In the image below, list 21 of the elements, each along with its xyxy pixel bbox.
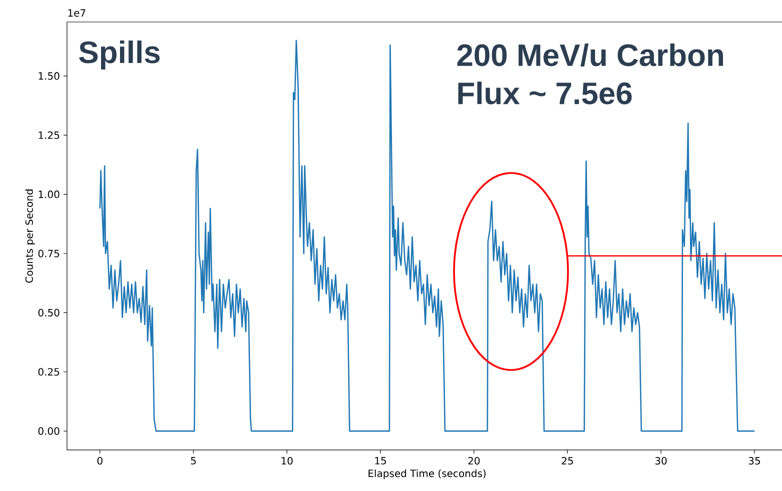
y-axis-title: Counts per Second [25, 190, 35, 283]
x-tick-label: 20 [468, 457, 480, 465]
y-tick-label: 1.00 [38, 190, 60, 198]
x-tick-label: 0 [97, 457, 102, 465]
annotation: 200 MeV/u Carbon [457, 43, 723, 67]
annotation: Spills [79, 40, 160, 70]
y-tick-label: 0.25 [38, 368, 60, 376]
x-tick-label: 10 [282, 457, 293, 465]
y-tick-label: 0.00 [38, 427, 60, 435]
y-tick-label: 1.25 [38, 131, 60, 139]
x-axis-title: Elapsed Time (seconds) [368, 469, 486, 480]
x-tick-label: 5 [191, 457, 196, 464]
y-tick-label: 0.75 [38, 250, 60, 258]
annotation: Flux ~ 7.5e6 [458, 82, 632, 104]
x-tick-label: 25 [562, 457, 573, 465]
x-tick-label: 15 [375, 457, 386, 464]
y-tick-label: 1.50 [38, 72, 60, 80]
x-tick-label: 35 [748, 457, 760, 465]
y-tick-label: 0.50 [38, 308, 60, 316]
x-tick-label: 30 [655, 457, 667, 465]
text: 1e7 [68, 9, 86, 17]
